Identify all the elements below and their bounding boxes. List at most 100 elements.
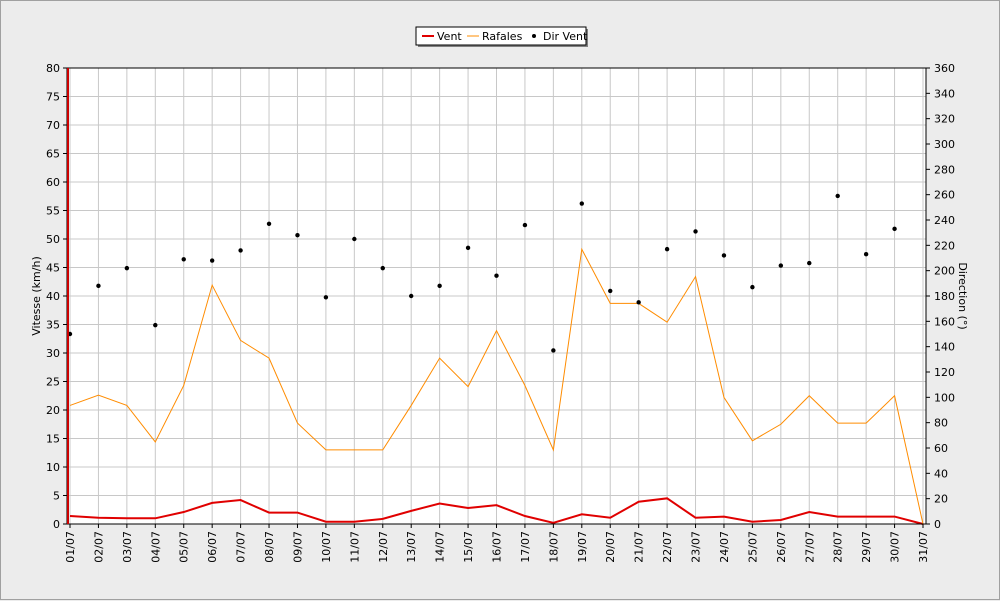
direction-point	[494, 273, 499, 278]
y2-tick-label: 300	[934, 138, 955, 151]
x-tick-label: 20/07	[604, 531, 617, 563]
x-tick-label: 16/07	[491, 531, 504, 563]
y2-axis-title: Direction (°)	[956, 262, 969, 329]
x-tick-label: 22/07	[661, 531, 674, 563]
legend-label-rafales: Rafales	[482, 30, 523, 43]
y2-axis-ticks: 0 20 40 60 80 100 120 140 160 180 200 220 240 260 280 3…	[926, 62, 955, 531]
y-tick-label: 70	[46, 119, 60, 132]
series-line-rafales	[69, 247, 924, 525]
x-tick-label: 02/07	[92, 531, 105, 563]
direction-point	[323, 295, 329, 300]
direction-point	[778, 263, 784, 268]
x-tick-label: 03/07	[121, 531, 134, 563]
y-tick-label: 35	[46, 319, 60, 332]
y2-tick-label: 200	[934, 265, 955, 278]
x-tick-label: 28/07	[832, 531, 845, 563]
direction-point	[863, 252, 869, 257]
x-tick-label: 09/07	[291, 531, 304, 563]
y-axis-ticks: 0 5 10 15 20 25 30 35 40 45 50 55 60 65 70 75 80	[46, 62, 67, 531]
y2-tick-label: 240	[934, 214, 955, 227]
direction-point	[608, 288, 613, 294]
x-tick-label: 17/07	[519, 531, 532, 563]
direction-point	[892, 226, 897, 232]
y-axis-title: Vitesse (km/h)	[30, 256, 43, 336]
direction-point	[664, 246, 670, 252]
direction-point	[551, 348, 556, 353]
x-tick-label: 29/07	[860, 531, 873, 563]
x-tick-label: 27/07	[803, 531, 816, 563]
y-tick-label: 80	[46, 62, 60, 75]
x-tick-label: 21/07	[633, 531, 646, 563]
legend-label-dir-vent: Dir Vent	[543, 30, 588, 43]
x-tick-label: 30/07	[889, 531, 902, 563]
y2-tick-label: 40	[934, 467, 948, 480]
x-tick-label: 05/07	[178, 531, 191, 563]
x-tick-label: 25/07	[746, 531, 759, 563]
direction-point	[750, 284, 755, 290]
y-tick-label: 30	[46, 347, 60, 360]
direction-point	[579, 201, 584, 206]
y-tick-label: 25	[46, 376, 60, 389]
direction-point	[636, 300, 641, 305]
legend: Vent Rafales Dir Vent	[415, 26, 588, 47]
direction-point	[295, 233, 300, 238]
y2-tick-label: 320	[934, 113, 955, 126]
y2-tick-label: 180	[934, 290, 955, 303]
y2-tick-label: 260	[934, 189, 955, 202]
y2-tick-label: 140	[934, 341, 955, 354]
y-tick-label: 5	[53, 490, 60, 503]
series-line-vent	[69, 497, 924, 525]
x-axis-ticks: 01/07 02/07 03/07 04/07 05/07 06/07 07/07 08/07…	[64, 524, 930, 563]
x-tick-label: 18/07	[547, 531, 560, 563]
x-tick-label: 06/07	[206, 531, 219, 563]
y-tick-label: 0	[53, 518, 60, 531]
y2-tick-label: 220	[934, 239, 955, 252]
legend-box	[415, 26, 587, 46]
direction-point	[266, 221, 272, 226]
direction-point	[807, 260, 812, 266]
y-tick-label: 15	[46, 433, 60, 446]
x-tick-label: 08/07	[263, 531, 276, 563]
direction-point	[721, 253, 727, 258]
direction-point	[124, 265, 130, 271]
x-tick-label: 24/07	[718, 531, 731, 563]
direction-point	[693, 229, 698, 234]
x-tick-label: 04/07	[149, 531, 162, 563]
direction-point	[465, 245, 471, 251]
x-tick-label: 10/07	[320, 531, 333, 563]
direction-point	[181, 257, 186, 262]
y2-tick-label: 160	[934, 315, 955, 328]
y2-tick-label: 60	[934, 442, 948, 455]
x-tick-label: 07/07	[235, 531, 248, 563]
direction-point	[522, 222, 528, 228]
x-tick-label: 26/07	[775, 531, 788, 563]
x-tick-label: 14/07	[434, 531, 447, 563]
y-tick-label: 20	[46, 404, 60, 417]
direction-point	[437, 283, 442, 289]
y-tick-label: 65	[46, 148, 60, 161]
direction-point	[835, 193, 840, 199]
x-tick-label: 19/07	[576, 531, 589, 563]
x-tick-label: 11/07	[348, 531, 361, 563]
series-layer	[67, 193, 924, 525]
y-tick-label: 60	[46, 176, 60, 189]
y-tick-label: 40	[46, 290, 60, 303]
direction-point	[352, 236, 357, 242]
y2-tick-label: 100	[934, 391, 955, 404]
y2-tick-label: 20	[934, 493, 948, 506]
x-tick-label: 23/07	[690, 531, 703, 563]
y-tick-label: 45	[46, 262, 60, 275]
legend-swatch-dir-vent	[532, 34, 536, 38]
y2-tick-label: 0	[934, 518, 941, 531]
direction-point	[153, 322, 158, 328]
direction-point	[380, 265, 385, 271]
x-tick-label: 31/07	[917, 531, 930, 563]
y-tick-label: 10	[46, 461, 60, 474]
y2-tick-label: 80	[934, 417, 948, 430]
x-tick-label: 01/07	[64, 531, 77, 563]
y2-tick-label: 120	[934, 366, 955, 379]
x-tick-label: 12/07	[377, 531, 390, 563]
y-tick-label: 55	[46, 205, 60, 218]
